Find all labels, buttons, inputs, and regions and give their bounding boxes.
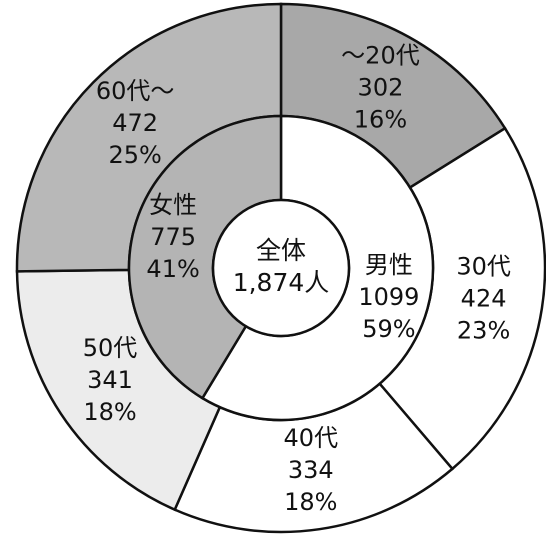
percent-label: 25% — [108, 141, 161, 169]
value-label: 775 — [150, 223, 196, 251]
center-label: 1,874人 — [233, 268, 330, 297]
value-label: 1099 — [358, 283, 419, 311]
percent-label: 18% — [284, 488, 337, 516]
category-label: 50代 — [83, 334, 138, 362]
category-label: 60代～ — [96, 77, 175, 105]
category-label: ～20代 — [341, 42, 420, 70]
category-label: 30代 — [456, 252, 511, 280]
percent-label: 16% — [354, 106, 407, 134]
value-label: 334 — [288, 456, 334, 484]
center-circle — [211, 198, 351, 338]
category-label: 女性 — [149, 191, 197, 219]
value-label: 424 — [461, 284, 507, 312]
percent-label: 18% — [83, 398, 136, 426]
percent-label: 59% — [362, 315, 415, 343]
value-label: 341 — [87, 366, 133, 394]
value-label: 302 — [358, 74, 404, 102]
value-label: 472 — [112, 109, 158, 137]
center-label: 全体 — [256, 236, 306, 265]
category-label: 40代 — [284, 424, 339, 452]
category-label: 男性 — [365, 251, 413, 279]
percent-label: 41% — [146, 255, 199, 283]
percent-label: 23% — [457, 316, 510, 344]
